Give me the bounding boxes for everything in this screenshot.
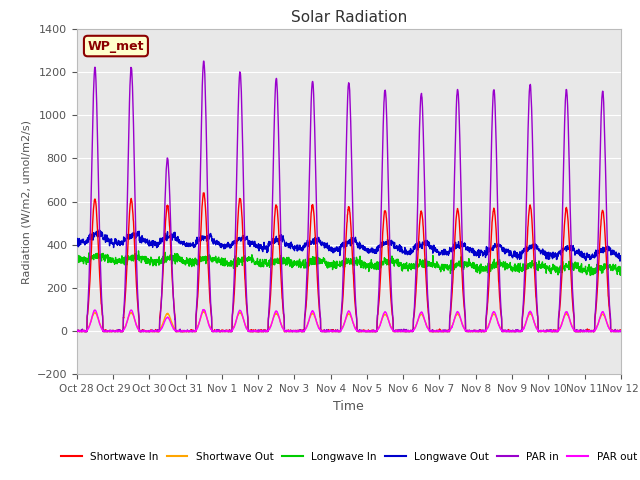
X-axis label: Time: Time (333, 400, 364, 413)
Title: Solar Radiation: Solar Radiation (291, 10, 407, 25)
Legend: Shortwave In, Shortwave Out, Longwave In, Longwave Out, PAR in, PAR out: Shortwave In, Shortwave Out, Longwave In… (56, 448, 640, 466)
Text: WP_met: WP_met (88, 39, 144, 52)
Y-axis label: Radiation (W/m2, umol/m2/s): Radiation (W/m2, umol/m2/s) (21, 120, 31, 284)
